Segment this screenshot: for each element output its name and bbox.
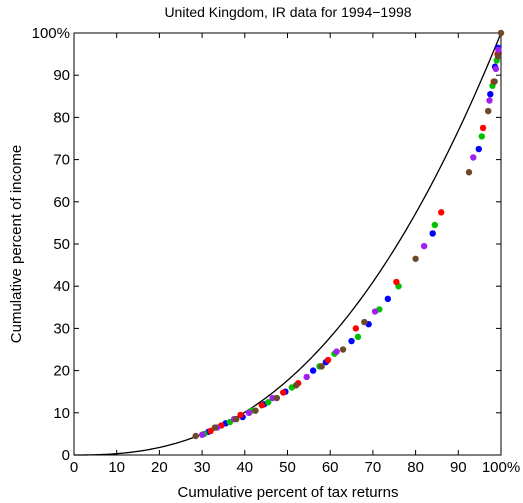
y-tick-label: 10	[53, 405, 70, 422]
y-tick-label: 80	[53, 109, 70, 126]
x-axis-label: Cumulative percent of tax returns	[178, 484, 399, 501]
data-point	[318, 363, 325, 370]
y-tick-label: 70	[53, 152, 70, 169]
data-point	[429, 230, 436, 237]
reference-curve	[74, 32, 502, 456]
x-tick-label: 70	[365, 459, 382, 476]
y-tick-label: 90	[53, 67, 70, 84]
data-point	[486, 97, 493, 104]
x-tick-label: 40	[236, 459, 253, 476]
x-tick-label: 20	[151, 459, 168, 476]
data-point	[495, 46, 502, 54]
y-tick-label: 20	[53, 363, 70, 380]
data-point	[371, 308, 379, 315]
data-point	[361, 318, 368, 326]
data-point	[475, 145, 482, 153]
data-point	[491, 78, 498, 85]
data-point	[484, 107, 492, 115]
x-tick-label: 50	[279, 459, 296, 476]
data-points	[192, 29, 505, 440]
data-point	[339, 346, 347, 353]
data-point	[412, 255, 419, 262]
data-point	[211, 424, 219, 431]
x-tick-label: 100%	[482, 459, 520, 476]
data-point	[233, 415, 240, 423]
data-point	[324, 356, 332, 364]
y-tick-label: 30	[53, 320, 70, 337]
data-point	[309, 367, 317, 374]
x-tick-label: 60	[322, 459, 339, 476]
data-point	[265, 399, 272, 406]
x-tick-label: 0	[70, 459, 78, 476]
y-tick-label: 0	[62, 447, 70, 464]
data-point	[237, 411, 244, 419]
data-point	[465, 169, 473, 176]
data-point	[333, 348, 340, 355]
data-point	[352, 325, 360, 332]
data-point	[245, 409, 253, 416]
data-point	[431, 221, 439, 229]
data-point	[207, 427, 214, 435]
data-point	[497, 29, 505, 37]
data-point	[438, 209, 445, 216]
data-point	[478, 133, 485, 140]
data-point	[470, 154, 477, 161]
data-point	[198, 431, 206, 438]
data-point	[258, 402, 266, 409]
data-point	[492, 65, 500, 73]
data-point	[348, 337, 355, 345]
data-point	[273, 394, 281, 402]
chart-title: United Kingdom, IR data for 1994−1998	[164, 4, 411, 20]
data-point	[494, 53, 502, 60]
y-axis-label: Cumulative percent of income	[8, 145, 25, 343]
data-point	[384, 295, 392, 303]
data-point	[420, 242, 428, 250]
data-point	[487, 90, 494, 98]
y-axis-ticks: 0 10 20 30 40 50 60 70 80 90 100%	[32, 25, 501, 464]
x-axis-ticks: 0 10 20 30 40 50 60 70 80 90 100%	[70, 33, 520, 476]
data-point	[479, 124, 487, 132]
data-point	[280, 389, 287, 396]
y-tick-label: 60	[53, 194, 70, 211]
data-point	[303, 373, 310, 381]
data-point	[354, 333, 362, 341]
x-tick-label: 10	[108, 459, 125, 476]
plot-area	[73, 32, 502, 456]
x-tick-label: 90	[450, 459, 467, 476]
data-point	[292, 382, 300, 389]
data-point	[393, 278, 400, 286]
x-tick-label: 80	[407, 459, 424, 476]
data-point	[252, 407, 259, 414]
y-tick-label: 100%	[32, 25, 70, 42]
y-tick-label: 50	[53, 236, 70, 253]
x-tick-label: 30	[194, 459, 211, 476]
data-point	[192, 432, 199, 440]
y-tick-label: 40	[53, 278, 70, 295]
